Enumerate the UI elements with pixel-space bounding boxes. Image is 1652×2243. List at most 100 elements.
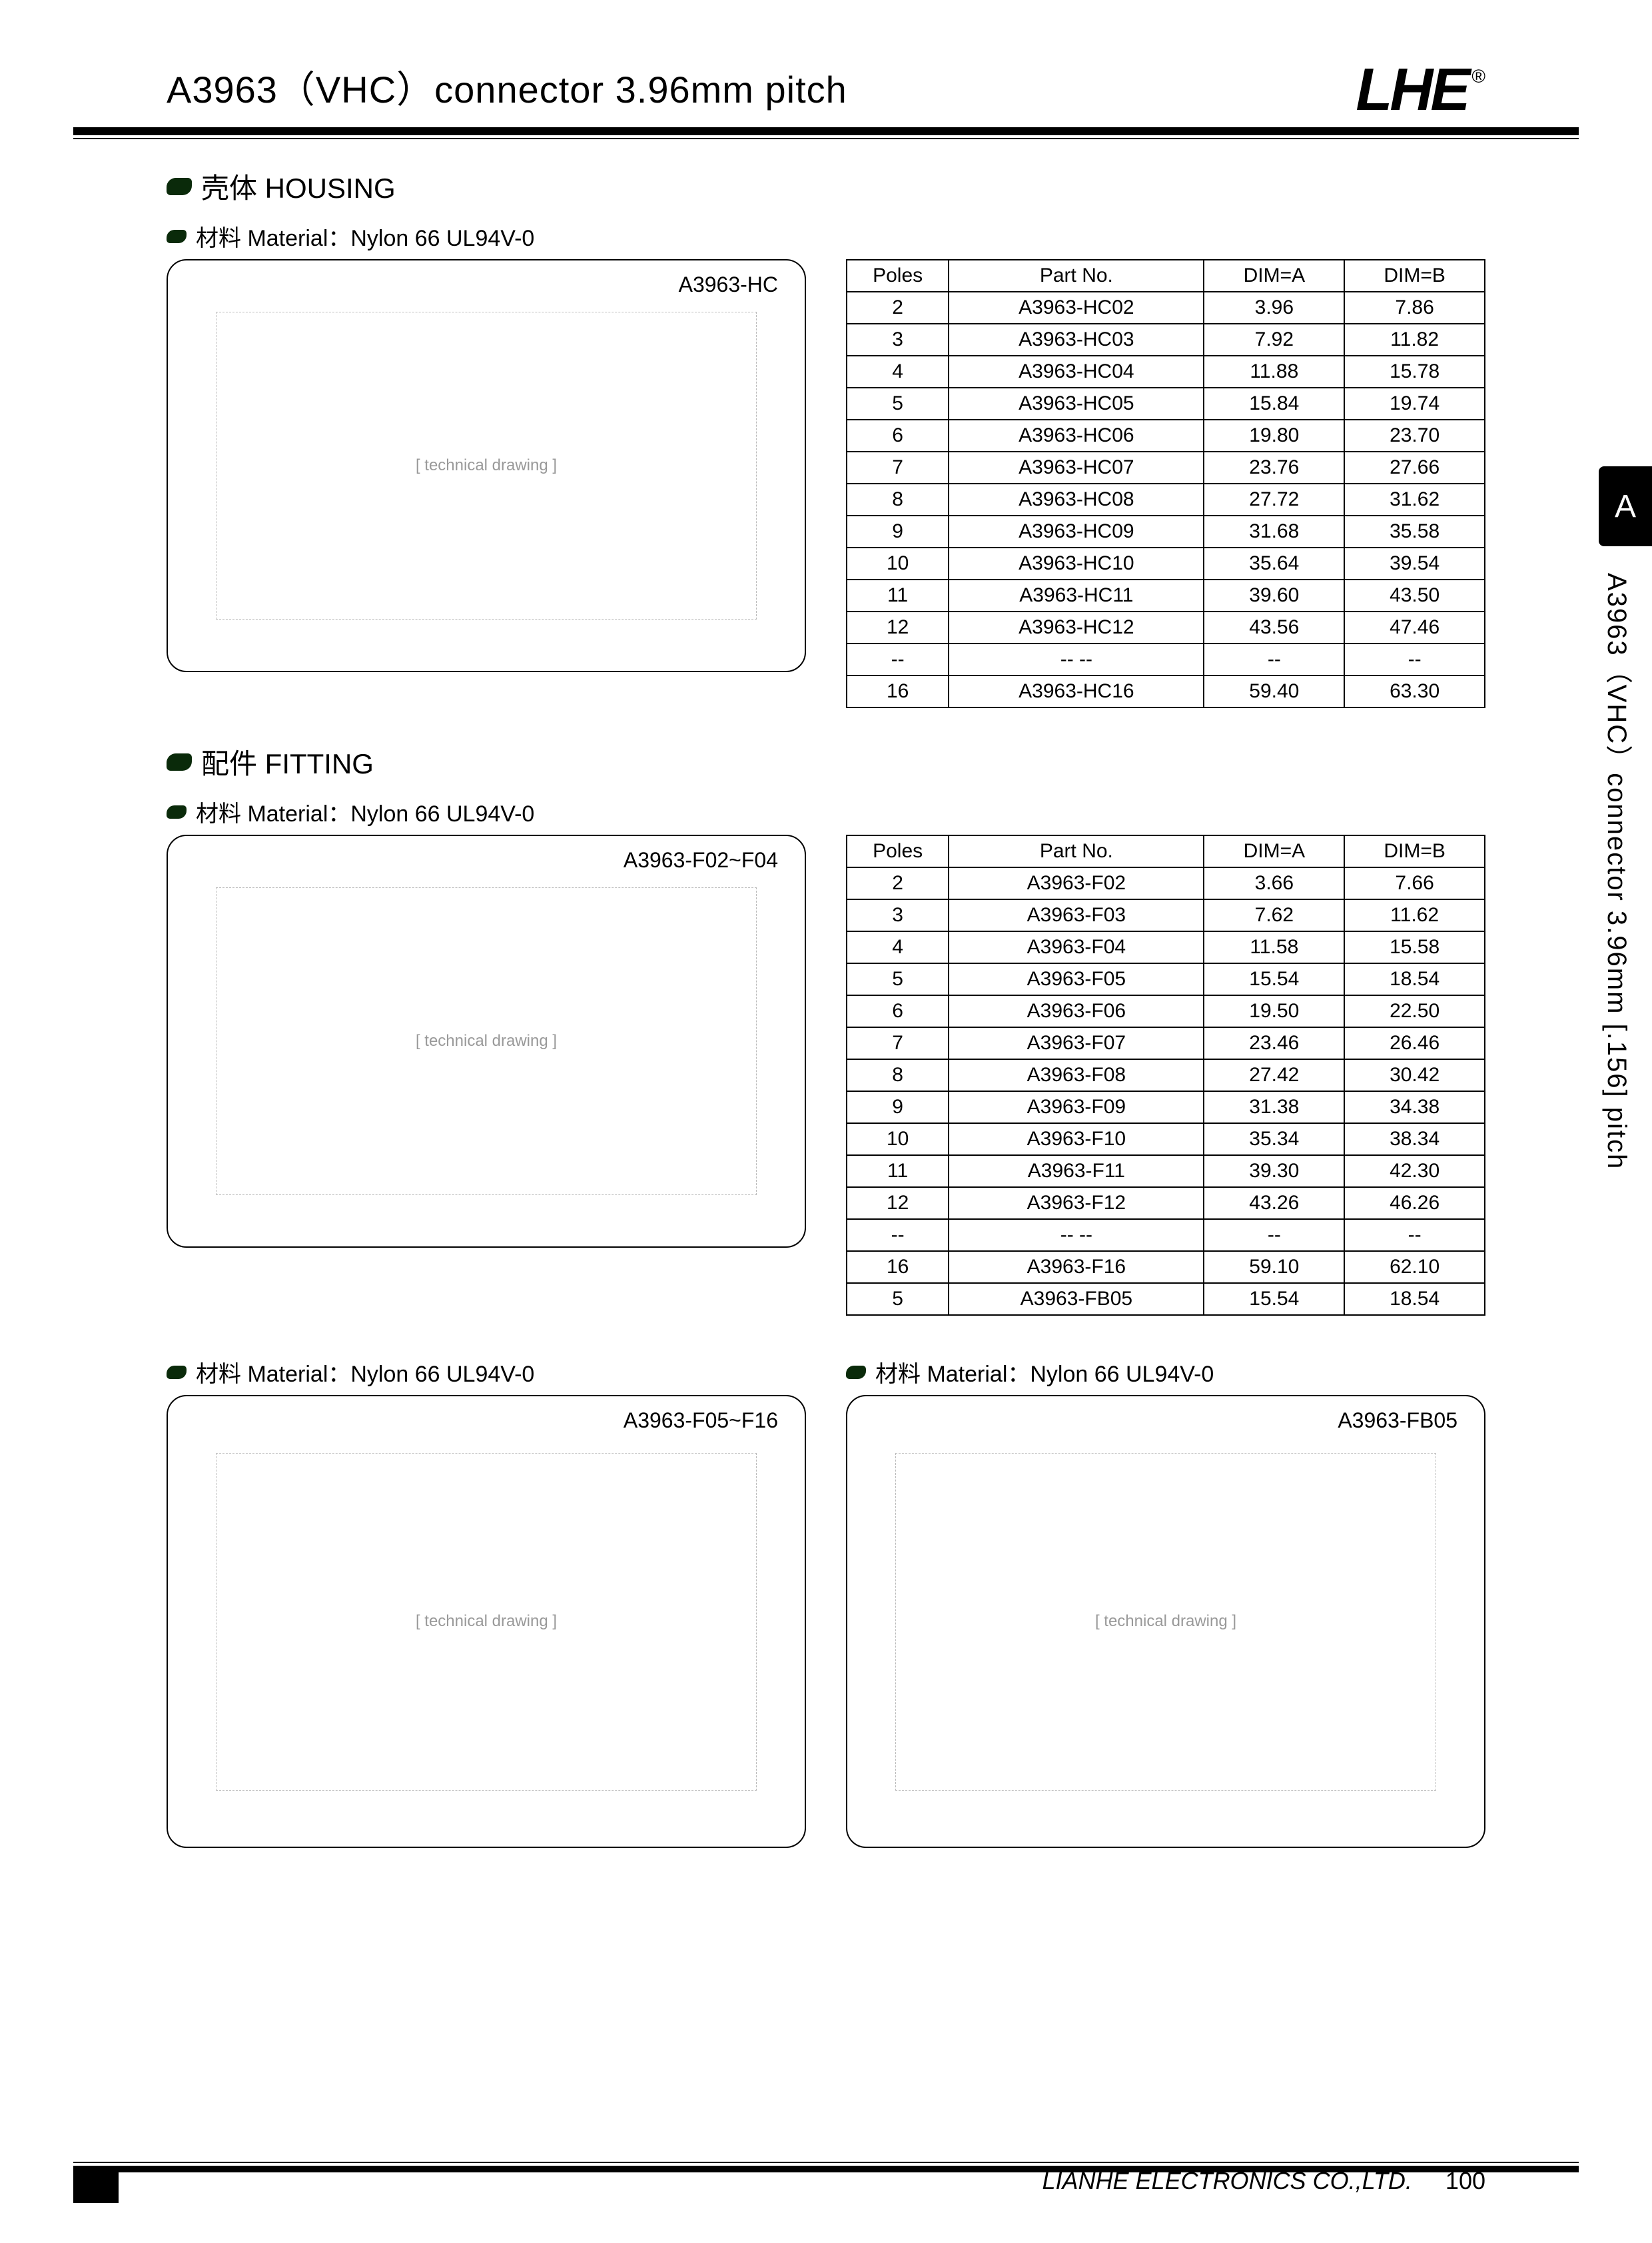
table-cell: A3963-HC05 [949, 388, 1204, 420]
table-cell: 23.76 [1204, 452, 1344, 484]
table-row: 5A3963-FB0515.5418.54 [847, 1283, 1485, 1315]
side-tab-letter: A [1615, 488, 1636, 525]
table-row: 2A3963-HC023.967.86 [847, 292, 1485, 324]
table-cell: 19.74 [1344, 388, 1485, 420]
table-cell: A3963-HC03 [949, 324, 1204, 356]
bottom-left-col: 材料 Material：Nylon 66 UL94V-0 A3963-F05~F… [167, 1342, 806, 1848]
table-cell: 7.66 [1344, 867, 1485, 899]
table-cell: -- [1204, 1219, 1344, 1251]
table-cell: 4 [847, 356, 949, 388]
housing-material-head: 材料 Material：Nylon 66 UL94V-0 [167, 220, 1485, 252]
table-cell: A3963-F07 [949, 1027, 1204, 1059]
table-cell: A3963-HC08 [949, 484, 1204, 516]
fitting-title: 配件 FITTING [201, 741, 374, 782]
table-cell: A3963-F12 [949, 1187, 1204, 1219]
housing-section-head: 壳体 HOUSING [167, 166, 1485, 207]
footer-page: 100 [1446, 2167, 1485, 2195]
table-cell: 35.64 [1204, 548, 1344, 580]
table-cell: 43.56 [1204, 612, 1344, 644]
table-cell: 19.50 [1204, 995, 1344, 1027]
table-cell: 3 [847, 899, 949, 931]
table-cell: 27.72 [1204, 484, 1344, 516]
table-row: 9A3963-HC0931.6835.58 [847, 516, 1485, 548]
fitting-table-col: PolesPart No.DIM=ADIM=B 2A3963-F023.667.… [846, 835, 1485, 1316]
leaf-icon [167, 753, 192, 771]
table-cell: 6 [847, 995, 949, 1027]
table-row: 6A3963-HC0619.8023.70 [847, 420, 1485, 452]
table-cell: 3.66 [1204, 867, 1344, 899]
leaf-icon [167, 1366, 187, 1379]
table-cell: -- [1204, 644, 1344, 675]
leaf-icon [167, 805, 187, 819]
table-cell: A3963-HC04 [949, 356, 1204, 388]
table-row: 12A3963-F1243.2646.26 [847, 1187, 1485, 1219]
table-header: DIM=B [1344, 260, 1485, 292]
table-cell: A3963-HC02 [949, 292, 1204, 324]
table-cell: 5 [847, 963, 949, 995]
fitting-section-head: 配件 FITTING [167, 741, 1485, 782]
table-cell: 31.68 [1204, 516, 1344, 548]
bottom-row: 材料 Material：Nylon 66 UL94V-0 A3963-F05~F… [167, 1342, 1485, 1848]
table-cell: 23.70 [1344, 420, 1485, 452]
table-row: 5A3963-F0515.5418.54 [847, 963, 1485, 995]
table-row: 7A3963-F0723.4626.46 [847, 1027, 1485, 1059]
header: A3963（VHC）connector 3.96mm pitch LHE ® [73, 60, 1579, 135]
table-cell: 6 [847, 420, 949, 452]
table-cell: 9 [847, 516, 949, 548]
housing-diagram-label: A3963-HC [679, 272, 778, 297]
table-cell: A3963-F09 [949, 1091, 1204, 1123]
table-cell: 43.26 [1204, 1187, 1344, 1219]
table-cell: 2 [847, 292, 949, 324]
table-row: 6A3963-F0619.5022.50 [847, 995, 1485, 1027]
bottom-right-diagram: A3963-FB05 [ technical drawing ] [846, 1395, 1485, 1848]
table-row: 16A3963-F1659.1062.10 [847, 1251, 1485, 1283]
fitting-row: A3963-F02~F04 [ technical drawing ] Pole… [167, 835, 1485, 1316]
table-cell: A3963-HC11 [949, 580, 1204, 612]
table-cell: 26.46 [1344, 1027, 1485, 1059]
bottom-left-material: 材料 Material：Nylon 66 UL94V-0 [196, 1356, 534, 1388]
table-row: 5A3963-HC0515.8419.74 [847, 388, 1485, 420]
bottom-left-material-head: 材料 Material：Nylon 66 UL94V-0 [167, 1356, 806, 1388]
table-cell: A3963-F16 [949, 1251, 1204, 1283]
table-row: 16A3963-HC1659.4063.30 [847, 675, 1485, 707]
table-cell: 9 [847, 1091, 949, 1123]
table-cell: 30.42 [1344, 1059, 1485, 1091]
table-cell: 2 [847, 867, 949, 899]
table-row: 4A3963-F0411.5815.58 [847, 931, 1485, 963]
table-cell: A3963-F05 [949, 963, 1204, 995]
table-header: DIM=A [1204, 260, 1344, 292]
table-cell: 7.86 [1344, 292, 1485, 324]
table-cell: 11.82 [1344, 324, 1485, 356]
table-cell: A3963-F11 [949, 1155, 1204, 1187]
table-cell: 18.54 [1344, 963, 1485, 995]
leaf-icon [167, 178, 192, 195]
side-vertical-text: A3963（VHC）connector 3.96mm [.156] pitch [1597, 573, 1636, 1170]
table-row: 10A3963-HC1035.6439.54 [847, 548, 1485, 580]
table-cell: 31.38 [1204, 1091, 1344, 1123]
table-header: Part No. [949, 260, 1204, 292]
table-row: 11A3963-F1139.3042.30 [847, 1155, 1485, 1187]
housing-table: PolesPart No.DIM=ADIM=B 2A3963-HC023.967… [846, 259, 1485, 708]
table-cell: 11.62 [1344, 899, 1485, 931]
table-cell: 10 [847, 1123, 949, 1155]
fitting-diagram-label: A3963-F02~F04 [623, 848, 778, 873]
table-cell: 39.30 [1204, 1155, 1344, 1187]
table-cell: 16 [847, 675, 949, 707]
table-cell: -- [1344, 644, 1485, 675]
table-row: 10A3963-F1035.3438.34 [847, 1123, 1485, 1155]
bottom-right-material-head: 材料 Material：Nylon 66 UL94V-0 [846, 1356, 1485, 1388]
header-thin-rule [73, 138, 1579, 139]
table-cell: 7.62 [1204, 899, 1344, 931]
housing-table-col: PolesPart No.DIM=ADIM=B 2A3963-HC023.967… [846, 259, 1485, 708]
table-cell: A3963-F04 [949, 931, 1204, 963]
table-cell: A3963-HC12 [949, 612, 1204, 644]
table-cell: 15.78 [1344, 356, 1485, 388]
table-cell: 11.58 [1204, 931, 1344, 963]
housing-row: A3963-HC [ technical drawing ] PolesPart… [167, 259, 1485, 708]
table-row: 11A3963-HC1139.6043.50 [847, 580, 1485, 612]
table-cell: 63.30 [1344, 675, 1485, 707]
table-cell: A3963-HC16 [949, 675, 1204, 707]
table-cell: 7.92 [1204, 324, 1344, 356]
fitting-table: PolesPart No.DIM=ADIM=B 2A3963-F023.667.… [846, 835, 1485, 1316]
table-cell: A3963-F02 [949, 867, 1204, 899]
